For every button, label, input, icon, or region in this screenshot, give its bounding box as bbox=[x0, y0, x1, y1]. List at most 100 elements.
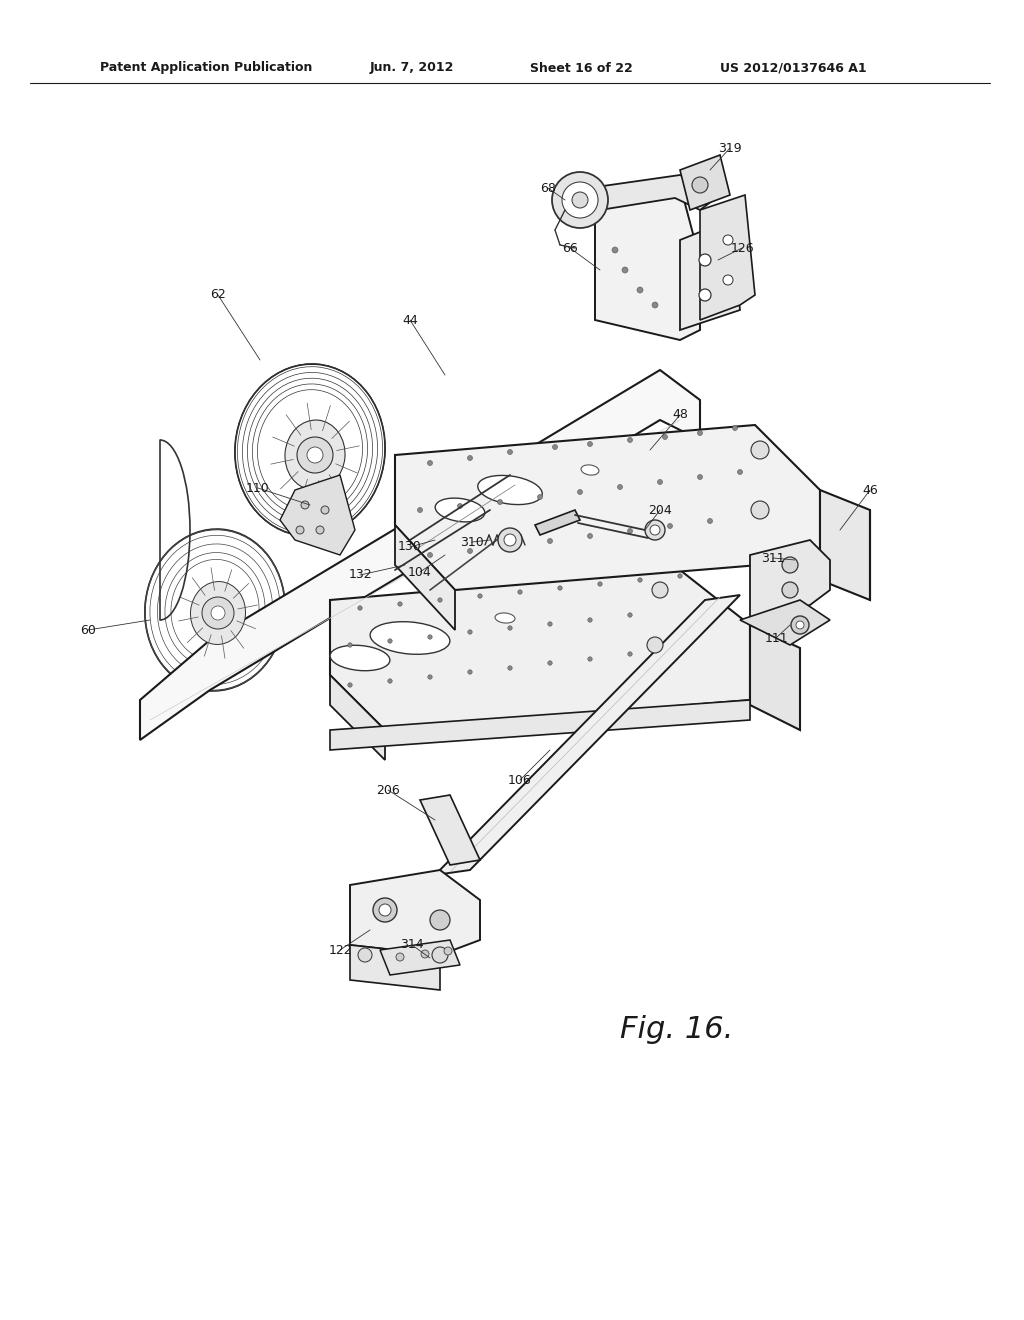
Circle shape bbox=[578, 490, 583, 495]
Polygon shape bbox=[740, 601, 830, 645]
Circle shape bbox=[321, 506, 329, 513]
Text: US 2012/0137646 A1: US 2012/0137646 A1 bbox=[720, 62, 866, 74]
Circle shape bbox=[301, 502, 309, 510]
Polygon shape bbox=[330, 675, 385, 760]
Circle shape bbox=[796, 620, 804, 630]
Ellipse shape bbox=[478, 475, 543, 504]
Circle shape bbox=[307, 447, 323, 463]
Circle shape bbox=[504, 535, 516, 546]
Circle shape bbox=[508, 626, 512, 630]
Circle shape bbox=[737, 470, 742, 474]
Circle shape bbox=[650, 525, 660, 535]
Text: 126: 126 bbox=[730, 242, 754, 255]
Circle shape bbox=[357, 606, 362, 610]
Ellipse shape bbox=[581, 465, 599, 475]
Text: 48: 48 bbox=[672, 408, 688, 421]
Text: 62: 62 bbox=[210, 289, 226, 301]
Polygon shape bbox=[435, 595, 740, 875]
Text: 104: 104 bbox=[409, 565, 432, 578]
Polygon shape bbox=[820, 490, 870, 601]
Circle shape bbox=[552, 172, 608, 228]
Circle shape bbox=[782, 557, 798, 573]
Circle shape bbox=[699, 289, 711, 301]
Polygon shape bbox=[680, 154, 730, 210]
Circle shape bbox=[508, 544, 512, 549]
Circle shape bbox=[782, 582, 798, 598]
Circle shape bbox=[645, 520, 665, 540]
Circle shape bbox=[432, 946, 449, 964]
Circle shape bbox=[428, 635, 432, 639]
Circle shape bbox=[628, 612, 632, 618]
Circle shape bbox=[427, 553, 432, 557]
Ellipse shape bbox=[190, 582, 246, 644]
Circle shape bbox=[508, 665, 512, 671]
Text: 60: 60 bbox=[80, 623, 96, 636]
Ellipse shape bbox=[370, 622, 450, 655]
Polygon shape bbox=[330, 570, 750, 730]
Polygon shape bbox=[535, 510, 580, 535]
Circle shape bbox=[202, 597, 234, 630]
Ellipse shape bbox=[495, 612, 515, 623]
Polygon shape bbox=[350, 870, 480, 954]
Circle shape bbox=[588, 618, 592, 622]
Circle shape bbox=[373, 898, 397, 921]
Circle shape bbox=[211, 606, 225, 620]
Circle shape bbox=[348, 643, 352, 647]
Circle shape bbox=[468, 669, 472, 675]
Circle shape bbox=[652, 582, 668, 598]
Circle shape bbox=[444, 946, 452, 954]
Text: 132: 132 bbox=[348, 569, 372, 582]
Text: 46: 46 bbox=[862, 483, 878, 496]
Circle shape bbox=[548, 539, 553, 544]
Ellipse shape bbox=[234, 364, 385, 536]
Polygon shape bbox=[395, 425, 820, 590]
Polygon shape bbox=[595, 185, 700, 341]
Circle shape bbox=[438, 598, 442, 602]
Circle shape bbox=[588, 657, 592, 661]
Text: 111: 111 bbox=[764, 631, 787, 644]
Polygon shape bbox=[395, 525, 455, 630]
Circle shape bbox=[723, 275, 733, 285]
Circle shape bbox=[572, 191, 588, 209]
Circle shape bbox=[791, 616, 809, 634]
Text: 44: 44 bbox=[402, 314, 418, 326]
Circle shape bbox=[692, 177, 708, 193]
Circle shape bbox=[697, 430, 702, 436]
Circle shape bbox=[663, 434, 668, 440]
Circle shape bbox=[427, 461, 432, 466]
Polygon shape bbox=[750, 624, 800, 730]
Circle shape bbox=[708, 519, 713, 524]
Circle shape bbox=[588, 533, 593, 539]
Circle shape bbox=[723, 235, 733, 246]
Circle shape bbox=[468, 630, 472, 634]
Circle shape bbox=[498, 499, 503, 504]
Polygon shape bbox=[700, 195, 755, 319]
Text: Jun. 7, 2012: Jun. 7, 2012 bbox=[370, 62, 455, 74]
Circle shape bbox=[678, 574, 682, 578]
Polygon shape bbox=[350, 945, 440, 990]
Polygon shape bbox=[330, 700, 750, 750]
Circle shape bbox=[508, 450, 512, 454]
Circle shape bbox=[478, 594, 482, 598]
Circle shape bbox=[348, 682, 352, 688]
Circle shape bbox=[468, 549, 472, 553]
Text: Patent Application Publication: Patent Application Publication bbox=[100, 62, 312, 74]
Ellipse shape bbox=[145, 529, 285, 690]
Circle shape bbox=[296, 525, 304, 535]
Circle shape bbox=[498, 528, 522, 552]
Polygon shape bbox=[140, 370, 700, 741]
Circle shape bbox=[297, 437, 333, 473]
Circle shape bbox=[548, 661, 552, 665]
Circle shape bbox=[379, 904, 391, 916]
Ellipse shape bbox=[330, 645, 390, 671]
Circle shape bbox=[628, 652, 632, 656]
Circle shape bbox=[518, 590, 522, 594]
Text: 319: 319 bbox=[718, 141, 741, 154]
Polygon shape bbox=[680, 220, 740, 330]
Circle shape bbox=[358, 948, 372, 962]
Circle shape bbox=[751, 502, 769, 519]
Circle shape bbox=[622, 267, 628, 273]
Circle shape bbox=[628, 437, 633, 442]
Polygon shape bbox=[380, 940, 460, 975]
Text: 106: 106 bbox=[508, 774, 531, 787]
